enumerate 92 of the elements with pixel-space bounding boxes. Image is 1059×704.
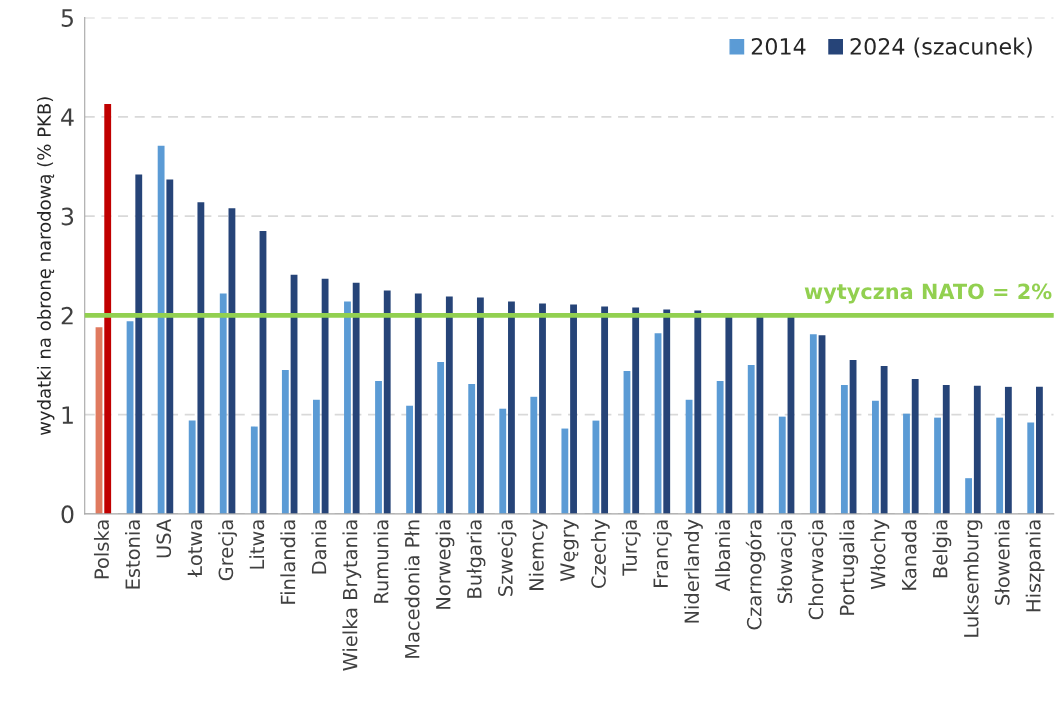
bar bbox=[996, 417, 1004, 514]
y-tick-label: 4 bbox=[61, 108, 74, 126]
bar bbox=[880, 366, 888, 514]
bar bbox=[499, 408, 507, 514]
x-tick-label: Dania bbox=[311, 520, 327, 574]
bar bbox=[973, 385, 981, 514]
bar bbox=[903, 413, 910, 514]
x-tick-label: Słowenia bbox=[994, 520, 1010, 605]
bar bbox=[539, 303, 546, 514]
x-tick-label: Czechy bbox=[590, 519, 610, 588]
bar bbox=[250, 426, 258, 514]
bar bbox=[188, 420, 196, 514]
x-tick-label: Kanada bbox=[901, 520, 917, 590]
x-tick-label: Słowacja bbox=[777, 520, 797, 604]
bar bbox=[344, 301, 351, 514]
bar bbox=[663, 309, 671, 514]
bar bbox=[942, 384, 950, 514]
bar bbox=[406, 405, 413, 514]
bar bbox=[1036, 386, 1043, 514]
bar bbox=[911, 378, 919, 514]
bar bbox=[601, 306, 609, 514]
x-tick-label: Wielka Brytania bbox=[342, 520, 362, 671]
bar bbox=[747, 365, 755, 514]
x-tick-label: Francja bbox=[652, 520, 672, 587]
x-tick-label: Szwecja bbox=[497, 520, 517, 596]
x-tick-label: Polska bbox=[93, 520, 109, 579]
x-tick-label: Hiszpania bbox=[1025, 520, 1045, 612]
x-tick-label: Niderlandy bbox=[684, 519, 703, 623]
bar bbox=[965, 478, 973, 514]
bar bbox=[414, 293, 422, 514]
bar bbox=[476, 297, 484, 514]
bar bbox=[219, 293, 227, 514]
bar bbox=[632, 307, 640, 514]
bar bbox=[508, 301, 515, 514]
bar bbox=[756, 315, 764, 514]
x-tick-label: Litwa bbox=[249, 520, 265, 569]
legend-label: 2014 bbox=[751, 37, 806, 55]
x-tick-label: Norwegia bbox=[435, 520, 455, 609]
x-tick-label: Chorwacja bbox=[808, 520, 828, 620]
y-tick-label: 0 bbox=[61, 505, 74, 524]
bar bbox=[1004, 386, 1012, 514]
x-tick-label: Finlandia bbox=[280, 520, 296, 604]
bar bbox=[570, 304, 577, 514]
bar bbox=[104, 103, 112, 514]
bar bbox=[166, 179, 174, 514]
bar bbox=[872, 400, 879, 514]
x-tick-label: Grecja bbox=[218, 520, 237, 581]
ref-line-label: wytyczna NATO = 2% bbox=[804, 283, 1052, 304]
x-tick-label: Portugalia bbox=[839, 520, 859, 615]
bar bbox=[135, 174, 143, 514]
bar bbox=[694, 310, 702, 514]
bar bbox=[321, 278, 329, 514]
y-tick-label: 5 bbox=[61, 9, 73, 27]
bar bbox=[312, 399, 320, 514]
y-tick-label: 3 bbox=[61, 207, 74, 226]
x-tick-label: Macedonia Płn bbox=[404, 520, 420, 658]
bar bbox=[725, 315, 733, 514]
x-tick-label: Belgia bbox=[932, 520, 952, 578]
x-tick-label: USA bbox=[156, 518, 172, 558]
bar bbox=[1027, 422, 1035, 514]
bar bbox=[934, 417, 941, 514]
x-tick-label: Niemcy bbox=[528, 519, 548, 590]
x-tick-label: Estonia bbox=[125, 520, 141, 589]
y-tick-label: 1 bbox=[62, 406, 73, 424]
x-tick-label: Bułgaria bbox=[466, 520, 486, 598]
bar bbox=[685, 399, 693, 514]
bar bbox=[809, 334, 817, 514]
bar bbox=[716, 380, 724, 514]
y-tick-label: 2 bbox=[61, 306, 73, 325]
x-tick-label: Włochy bbox=[870, 519, 890, 590]
bar bbox=[375, 380, 382, 514]
x-tick-label: Luksemburg bbox=[963, 520, 983, 637]
bar bbox=[437, 362, 445, 514]
x-tick-label: Rumunia bbox=[373, 520, 389, 603]
bar bbox=[530, 396, 538, 514]
bar bbox=[352, 282, 360, 514]
x-tick-label: Łotwa bbox=[187, 520, 203, 578]
bar bbox=[157, 145, 165, 514]
bar bbox=[281, 369, 289, 514]
x-tick-label: Albania bbox=[715, 520, 731, 592]
bar bbox=[778, 416, 786, 514]
bar bbox=[561, 428, 569, 514]
y-axis-title: wydatki na obronę narodową (% PKB) bbox=[36, 97, 55, 436]
x-tick-label: Turcja bbox=[621, 520, 641, 576]
bar bbox=[383, 290, 391, 514]
bar bbox=[197, 202, 205, 514]
x-tick-label: Węgry bbox=[560, 519, 579, 582]
x-tick-label: Czarnogóra bbox=[745, 520, 766, 630]
bar bbox=[468, 383, 476, 514]
legend-label: 2024 (szacunek) bbox=[850, 37, 1032, 58]
bar bbox=[445, 296, 453, 514]
bar bbox=[840, 384, 848, 514]
